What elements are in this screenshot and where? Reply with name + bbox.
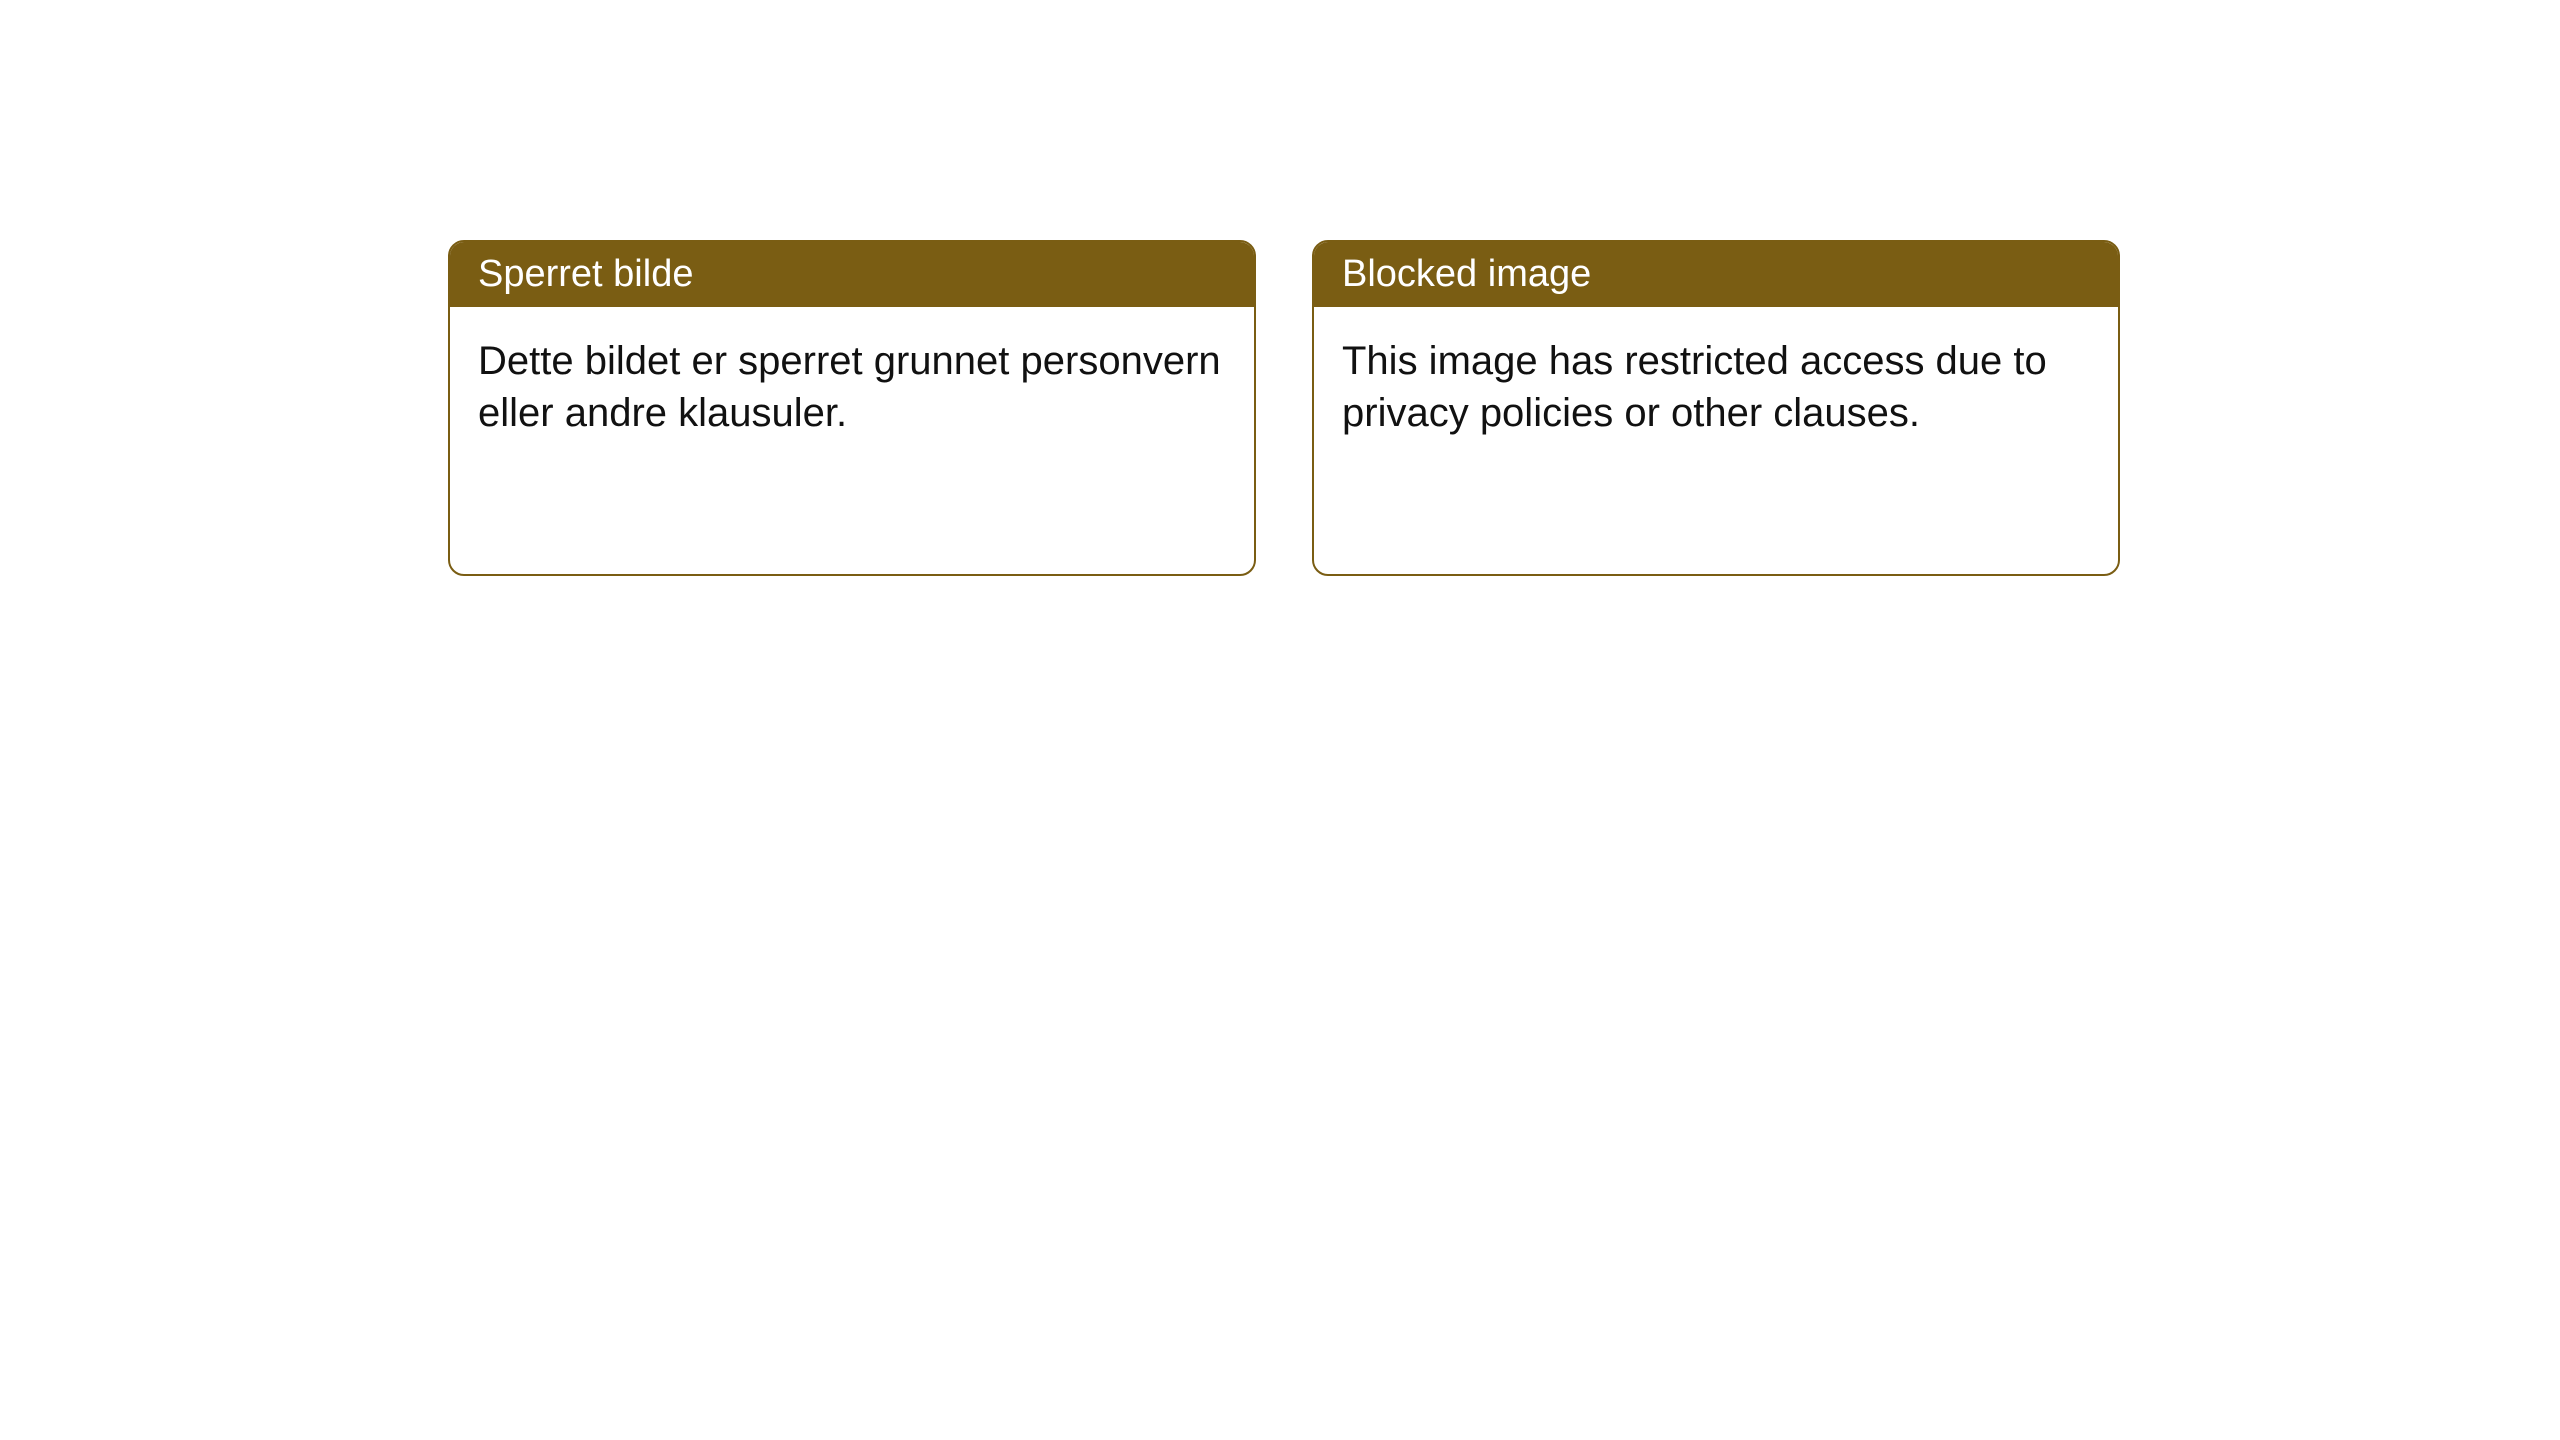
- info-card-container: Sperret bilde Dette bildet er sperret gr…: [0, 0, 2560, 576]
- card-title: Blocked image: [1342, 253, 1591, 295]
- card-header: Sperret bilde: [450, 242, 1254, 307]
- info-card-english: Blocked image This image has restricted …: [1312, 240, 2120, 576]
- card-header: Blocked image: [1314, 242, 2118, 307]
- card-title: Sperret bilde: [478, 253, 693, 295]
- card-body: This image has restricted access due to …: [1314, 307, 2118, 467]
- card-body: Dette bildet er sperret grunnet personve…: [450, 307, 1254, 467]
- card-body-text: This image has restricted access due to …: [1342, 339, 2047, 435]
- card-body-text: Dette bildet er sperret grunnet personve…: [478, 339, 1221, 435]
- info-card-norwegian: Sperret bilde Dette bildet er sperret gr…: [448, 240, 1256, 576]
